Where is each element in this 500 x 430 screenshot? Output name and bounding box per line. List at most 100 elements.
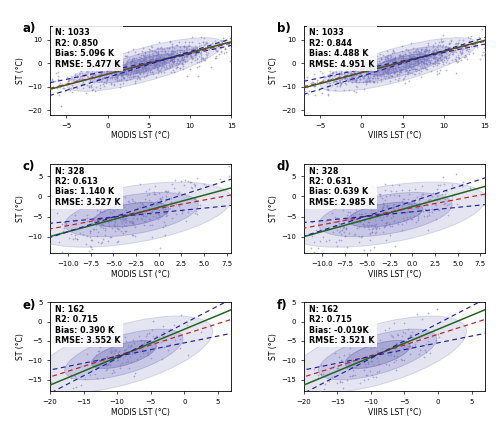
Point: [345, 362, 353, 369]
Point: [52, 70, 60, 77]
Point: [406, 201, 413, 208]
Point: [96, 71, 104, 77]
Point: [458, 49, 466, 56]
Point: [397, 69, 405, 76]
Point: [162, 50, 170, 57]
Point: [126, 72, 134, 79]
Point: [121, 68, 129, 75]
Point: [188, 53, 196, 60]
Point: [396, 52, 404, 58]
Point: [118, 210, 126, 217]
Point: [158, 212, 166, 219]
Point: [166, 37, 174, 44]
Point: [127, 66, 135, 73]
Point: [380, 203, 388, 210]
Point: [212, 44, 220, 51]
Point: [170, 57, 178, 64]
Point: [335, 390, 343, 396]
Point: [138, 338, 145, 344]
Point: [348, 72, 356, 79]
Point: [420, 52, 428, 59]
Point: [378, 204, 386, 211]
Point: [92, 366, 100, 373]
Point: [357, 211, 365, 218]
Point: [360, 216, 368, 223]
Point: [131, 369, 139, 376]
Point: [225, 163, 233, 169]
Point: [194, 72, 202, 79]
Point: [120, 350, 128, 357]
Point: [142, 58, 150, 65]
Point: [330, 72, 338, 79]
Point: [420, 47, 428, 54]
Point: [330, 69, 338, 76]
Point: [382, 222, 390, 229]
Point: [112, 58, 120, 65]
Point: [149, 49, 157, 56]
Point: [420, 51, 428, 58]
Point: [133, 355, 141, 362]
Point: [217, 45, 225, 52]
Point: [354, 358, 362, 365]
Point: [62, 88, 70, 95]
Point: [132, 70, 140, 77]
Point: [120, 67, 128, 74]
Point: [130, 45, 138, 52]
Point: [166, 196, 173, 203]
Point: [341, 215, 349, 221]
Point: [115, 69, 123, 76]
Point: [362, 77, 370, 83]
Point: [394, 331, 402, 338]
Point: [460, 54, 468, 61]
Point: [376, 213, 384, 220]
Point: [142, 213, 150, 220]
Point: [26, 100, 34, 107]
Point: [134, 64, 141, 71]
Point: [439, 48, 447, 55]
Point: [390, 62, 398, 69]
Point: [387, 215, 395, 222]
Point: [179, 51, 187, 58]
Point: [290, 379, 298, 386]
Point: [366, 64, 374, 71]
Point: [364, 67, 372, 74]
Point: [348, 213, 356, 220]
Point: [305, 87, 313, 94]
Point: [170, 67, 177, 74]
Point: [102, 361, 110, 368]
Point: [155, 212, 163, 219]
Point: [414, 47, 422, 54]
Point: [192, 50, 200, 57]
Point: [160, 69, 168, 76]
Point: [352, 77, 360, 83]
Point: [110, 70, 118, 77]
Point: [384, 70, 392, 77]
Point: [162, 213, 170, 220]
Point: [454, 58, 462, 65]
Point: [388, 64, 396, 71]
Point: [370, 78, 378, 85]
Point: [138, 215, 145, 222]
Point: [434, 192, 442, 199]
Point: [382, 53, 390, 60]
Point: [428, 49, 436, 56]
Point: [161, 56, 169, 63]
Point: [119, 74, 127, 81]
Point: [386, 72, 394, 79]
Point: [150, 62, 158, 69]
Point: [178, 56, 186, 63]
Point: [89, 85, 97, 92]
Point: [325, 251, 333, 258]
Point: [336, 77, 344, 83]
Point: [168, 56, 175, 63]
Point: [75, 70, 83, 77]
Point: [143, 59, 151, 66]
Point: [165, 61, 173, 68]
Point: [350, 76, 358, 83]
Point: [66, 73, 74, 80]
Point: [155, 199, 163, 206]
Point: [427, 52, 435, 59]
Text: N: 328
R2: 0.613
Bias: 1.140 K
RMSE: 3.527 K: N: 328 R2: 0.613 Bias: 1.140 K RMSE: 3.5…: [56, 167, 121, 207]
Point: [190, 49, 198, 56]
Point: [376, 71, 384, 77]
